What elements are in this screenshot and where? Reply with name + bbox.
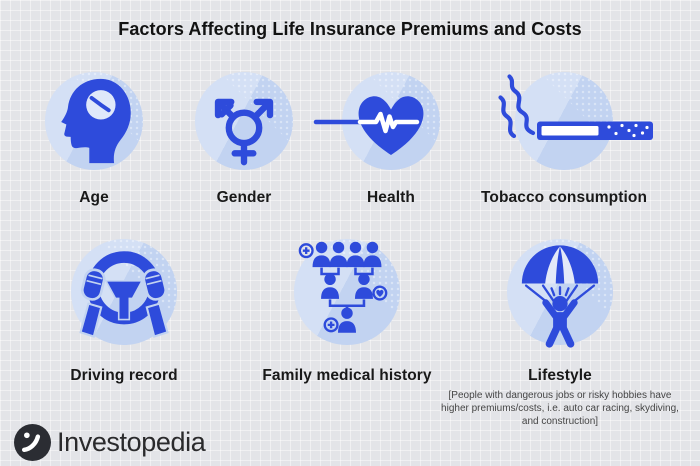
steering-wheel-hands-icon: [79, 251, 169, 338]
factor-label: Gender: [216, 189, 272, 206]
icon-circle: [515, 72, 613, 170]
heart-pulse-icon: [313, 96, 424, 155]
factor-label: Age: [79, 189, 109, 206]
factor-label: Health: [367, 189, 415, 206]
skydiver-parachute-icon: [521, 245, 599, 348]
factor-label: Tobacco consumption: [480, 189, 648, 206]
family-tree-medical-icon: [298, 241, 388, 333]
brand-logo: Investopedia: [14, 424, 206, 461]
factor-label: Lifestyle: [528, 367, 592, 384]
factor-label: Family medical history: [262, 367, 432, 384]
page-title: Factors Affecting Life Insurance Premium…: [118, 19, 582, 39]
head-with-clock-icon: [61, 78, 131, 164]
investopedia-mark-icon: [14, 424, 51, 461]
cigarette-smoke-icon: [498, 74, 653, 140]
brand-name: Investopedia: [57, 427, 206, 457]
factor-label: Driving record: [70, 367, 178, 384]
lifestyle-note: [People with dangerous jobs or risky hob…: [441, 390, 679, 427]
transgender-symbol-icon: [214, 98, 274, 166]
